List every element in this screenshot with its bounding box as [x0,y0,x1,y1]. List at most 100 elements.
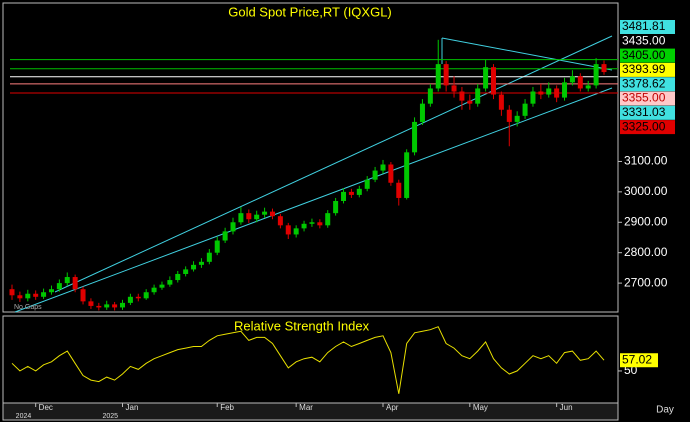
candle-body [214,240,220,253]
price-label: 3325.00 [622,119,666,133]
candle-body [325,213,331,226]
rsi-last-label: 57.02 [622,352,652,366]
y-tick-label: 3100.00 [624,154,668,168]
candle-body [159,284,165,288]
candle-body [230,222,236,232]
price-label: 3331.03 [622,105,666,119]
price-label: 3481.81 [622,19,666,33]
candle-body [25,293,31,299]
rsi-title: Relative Strength Index [234,318,370,333]
y-tick-label: 3000.00 [624,184,668,198]
candle-body [404,152,410,198]
candle-body [483,67,489,89]
candle-body [451,85,457,92]
candle-body [206,252,212,262]
candle-body [475,88,481,104]
candle-body [333,200,339,214]
price-label-box [620,34,675,49]
candle-body [48,289,54,293]
candle-body [175,273,181,281]
channel-upper [54,35,613,293]
candle-body [514,115,520,122]
candle-body [538,91,544,95]
price-label: 3435.00 [622,33,666,47]
channel-lower [14,87,613,313]
candle-body [341,191,347,201]
candle-body [562,82,568,98]
candle-body [396,182,402,198]
candle-body [143,292,149,299]
price-label-box [620,105,675,120]
candle-body [498,94,504,110]
candle-body [506,109,512,122]
candle-body [222,231,228,241]
candle-body [380,164,386,171]
candle-body [443,64,449,86]
candle-body [246,213,252,220]
candle-body [151,287,157,293]
x-tick-label: Jan [126,403,139,412]
candle-body [120,302,126,308]
price-label-box [620,48,675,63]
candle-body [585,85,591,89]
candle-body [372,170,378,180]
candle-body [348,191,354,195]
candle-body [317,222,323,226]
x-tick-label: Feb [220,403,234,412]
candle-body [96,305,102,308]
candle-body [435,64,441,89]
price-label: 3405.00 [622,48,666,62]
candle-body [17,295,23,299]
chart-title: Gold Spot Price,RT (IQXGL) [228,4,392,19]
candle-body [262,211,268,215]
candle-body [364,179,370,189]
candle-body [269,211,275,217]
candle-body [522,103,528,116]
candle-body [56,283,62,290]
x-tick-label: Apr [386,403,399,412]
candle-body [64,277,70,284]
y-tick-label: 2800.00 [624,245,668,259]
candle-body [356,188,362,195]
candle-body [388,164,394,183]
candle-body [88,301,94,306]
candle-body [309,222,315,224]
candle-body [419,103,425,122]
x-tick-label: Dec [39,403,53,412]
price-label: 3393.99 [622,62,666,76]
note: No Gaps [14,304,42,311]
price-label-box [620,62,675,77]
price-label-box [620,91,675,106]
candle-body [104,304,110,308]
candle-body [593,64,599,86]
candle-body [546,88,552,95]
candle-body [293,228,299,235]
year-label: 2025 [103,413,119,420]
candle-body [285,225,291,235]
year-label: 2024 [16,413,32,420]
candle-body [9,289,15,296]
price-label-box [620,20,675,34]
candle-body [183,269,189,274]
candle-body [459,91,465,101]
candle-body [412,121,418,153]
candle-body [41,292,47,297]
candle-body [577,76,583,89]
candle-body [80,289,86,302]
candle-body [127,296,133,303]
candle-body [530,91,536,104]
rsi-line [11,326,605,394]
candle-body [254,214,260,220]
candle-body [198,261,204,265]
candle-body [277,216,283,226]
price-label: 3378.62 [622,76,666,90]
candle-body [490,67,496,95]
candle-body [427,88,433,104]
price-label-box [620,77,675,92]
x-tick-label: May [473,403,488,412]
candle-body [72,277,78,290]
y-tick-label: 2700.00 [624,275,668,289]
candle-body [112,304,118,308]
